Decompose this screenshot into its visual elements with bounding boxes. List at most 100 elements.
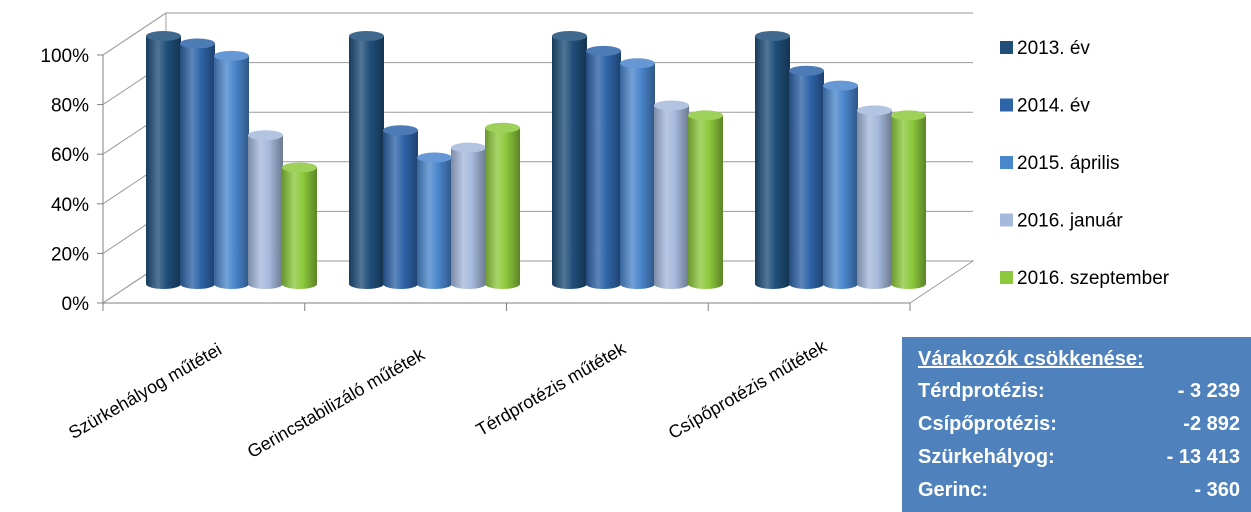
bar-body [383, 130, 418, 289]
legend-swatch [1000, 41, 1013, 54]
info-row: Térdprotézis: - 3 239 [918, 375, 1251, 408]
info-row-value: - 3 239 [1177, 380, 1240, 402]
bar-top [789, 65, 824, 76]
bar-body [485, 127, 520, 289]
legend-item: 2016. január [1000, 211, 1123, 232]
bar-top [451, 142, 486, 153]
info-row: Csípőprotézis: -2 892 [918, 408, 1251, 441]
bar-top [857, 105, 892, 116]
legend-item: 2015. április [1000, 153, 1119, 174]
bar [180, 38, 215, 289]
bar-top [688, 110, 723, 121]
bar [891, 110, 926, 289]
info-row-value: -2 892 [1183, 413, 1240, 435]
bar-body [146, 36, 181, 289]
x-category-label: Gerincstabilizáló műtétek [244, 344, 429, 462]
bar-body [654, 105, 689, 289]
waiting-reduction-box: Várakozók csökkenése: Térdprotézis: - 3 … [902, 337, 1251, 512]
bar-top [248, 130, 283, 141]
bar [214, 50, 249, 290]
bar-top [620, 58, 655, 69]
bar-body [248, 135, 283, 289]
info-row-label: Szürkehályog: [918, 446, 1055, 468]
x-category-label: Térdprotézis műtétek [473, 338, 630, 440]
bar-body [789, 70, 824, 289]
info-box-title: Várakozók csökkenése: [918, 348, 1144, 370]
bar [282, 162, 317, 289]
legend: 2013. év 2014. év 2015. április 2016. januá… [1000, 38, 1170, 289]
bar-top [755, 31, 790, 41]
bar-top [552, 31, 587, 41]
bars [146, 31, 926, 290]
legend-swatch [1000, 213, 1013, 227]
y-axis: 0% 20% 40% 60% 80% 100% [40, 46, 104, 315]
bar-top [891, 110, 926, 121]
bar-body [620, 63, 655, 289]
bar-body [586, 50, 621, 289]
y-tick-label: 60% [51, 145, 89, 166]
x-category-label: Csípőprotézis műtétek [665, 336, 831, 443]
info-row-value: - 360 [1194, 479, 1240, 501]
bar-body [282, 167, 317, 289]
legend-swatch [1000, 271, 1013, 284]
bar-body [688, 115, 723, 289]
bar-body [823, 85, 858, 289]
gridline-depth [102, 12, 167, 56]
bar-body [857, 110, 892, 290]
bar-body [891, 115, 926, 289]
bar [857, 105, 892, 290]
bar [789, 65, 824, 289]
legend-swatch [1000, 98, 1013, 112]
bar-top [180, 38, 215, 49]
bar-body [214, 55, 249, 290]
legend-label: 2015. április [1017, 153, 1119, 174]
bar [146, 31, 181, 289]
bar-top [485, 122, 520, 133]
bar [823, 80, 858, 289]
bar-top [282, 162, 317, 173]
bar [552, 31, 587, 289]
bar-top [349, 31, 384, 41]
bar-top [146, 31, 181, 41]
bar-top [214, 50, 249, 61]
info-row-value: - 13 413 [1166, 446, 1240, 468]
info-row-label: Gerinc: [918, 479, 989, 501]
legend-item: 2016. szeptember [1000, 268, 1170, 289]
bar [755, 31, 790, 289]
x-axis: Szürkehályog műtétei Gerincstabilizáló mű… [65, 302, 911, 462]
bar-top [586, 45, 621, 56]
y-tick-label: 20% [51, 244, 89, 265]
legend-item: 2013. év [1000, 38, 1090, 59]
y-tick-label: 80% [51, 96, 89, 117]
legend-label: 2013. év [1017, 38, 1090, 59]
bar-body [451, 147, 486, 289]
bar-body [552, 36, 587, 289]
bar-body [180, 43, 215, 289]
y-tick-label: 0% [62, 294, 90, 315]
y-tick-label: 40% [51, 195, 89, 216]
legend-swatch [1000, 156, 1013, 169]
bar [688, 110, 723, 289]
bar-top [654, 100, 689, 111]
y-tick-label: 100% [40, 46, 89, 67]
bar [451, 142, 486, 289]
legend-label: 2016. január [1017, 211, 1123, 232]
bar [248, 130, 283, 289]
bar [383, 125, 418, 289]
bar-top [417, 152, 452, 163]
info-row-label: Csípőprotézis: [918, 413, 1057, 435]
bar [485, 122, 520, 289]
bar [654, 100, 689, 289]
bar-top [823, 80, 858, 91]
info-row: Gerinc: - 360 [918, 474, 1251, 507]
bar [349, 31, 384, 289]
x-category-label: Szürkehályog műtétei [65, 339, 225, 443]
bar [586, 45, 621, 289]
bar [620, 58, 655, 289]
legend-label: 2016. szeptember [1017, 268, 1170, 289]
info-row: Szürkehályog: - 13 413 [918, 441, 1251, 474]
bar-body [349, 36, 384, 289]
bar-top [383, 125, 418, 136]
bar [417, 152, 452, 289]
bar-body [755, 36, 790, 289]
